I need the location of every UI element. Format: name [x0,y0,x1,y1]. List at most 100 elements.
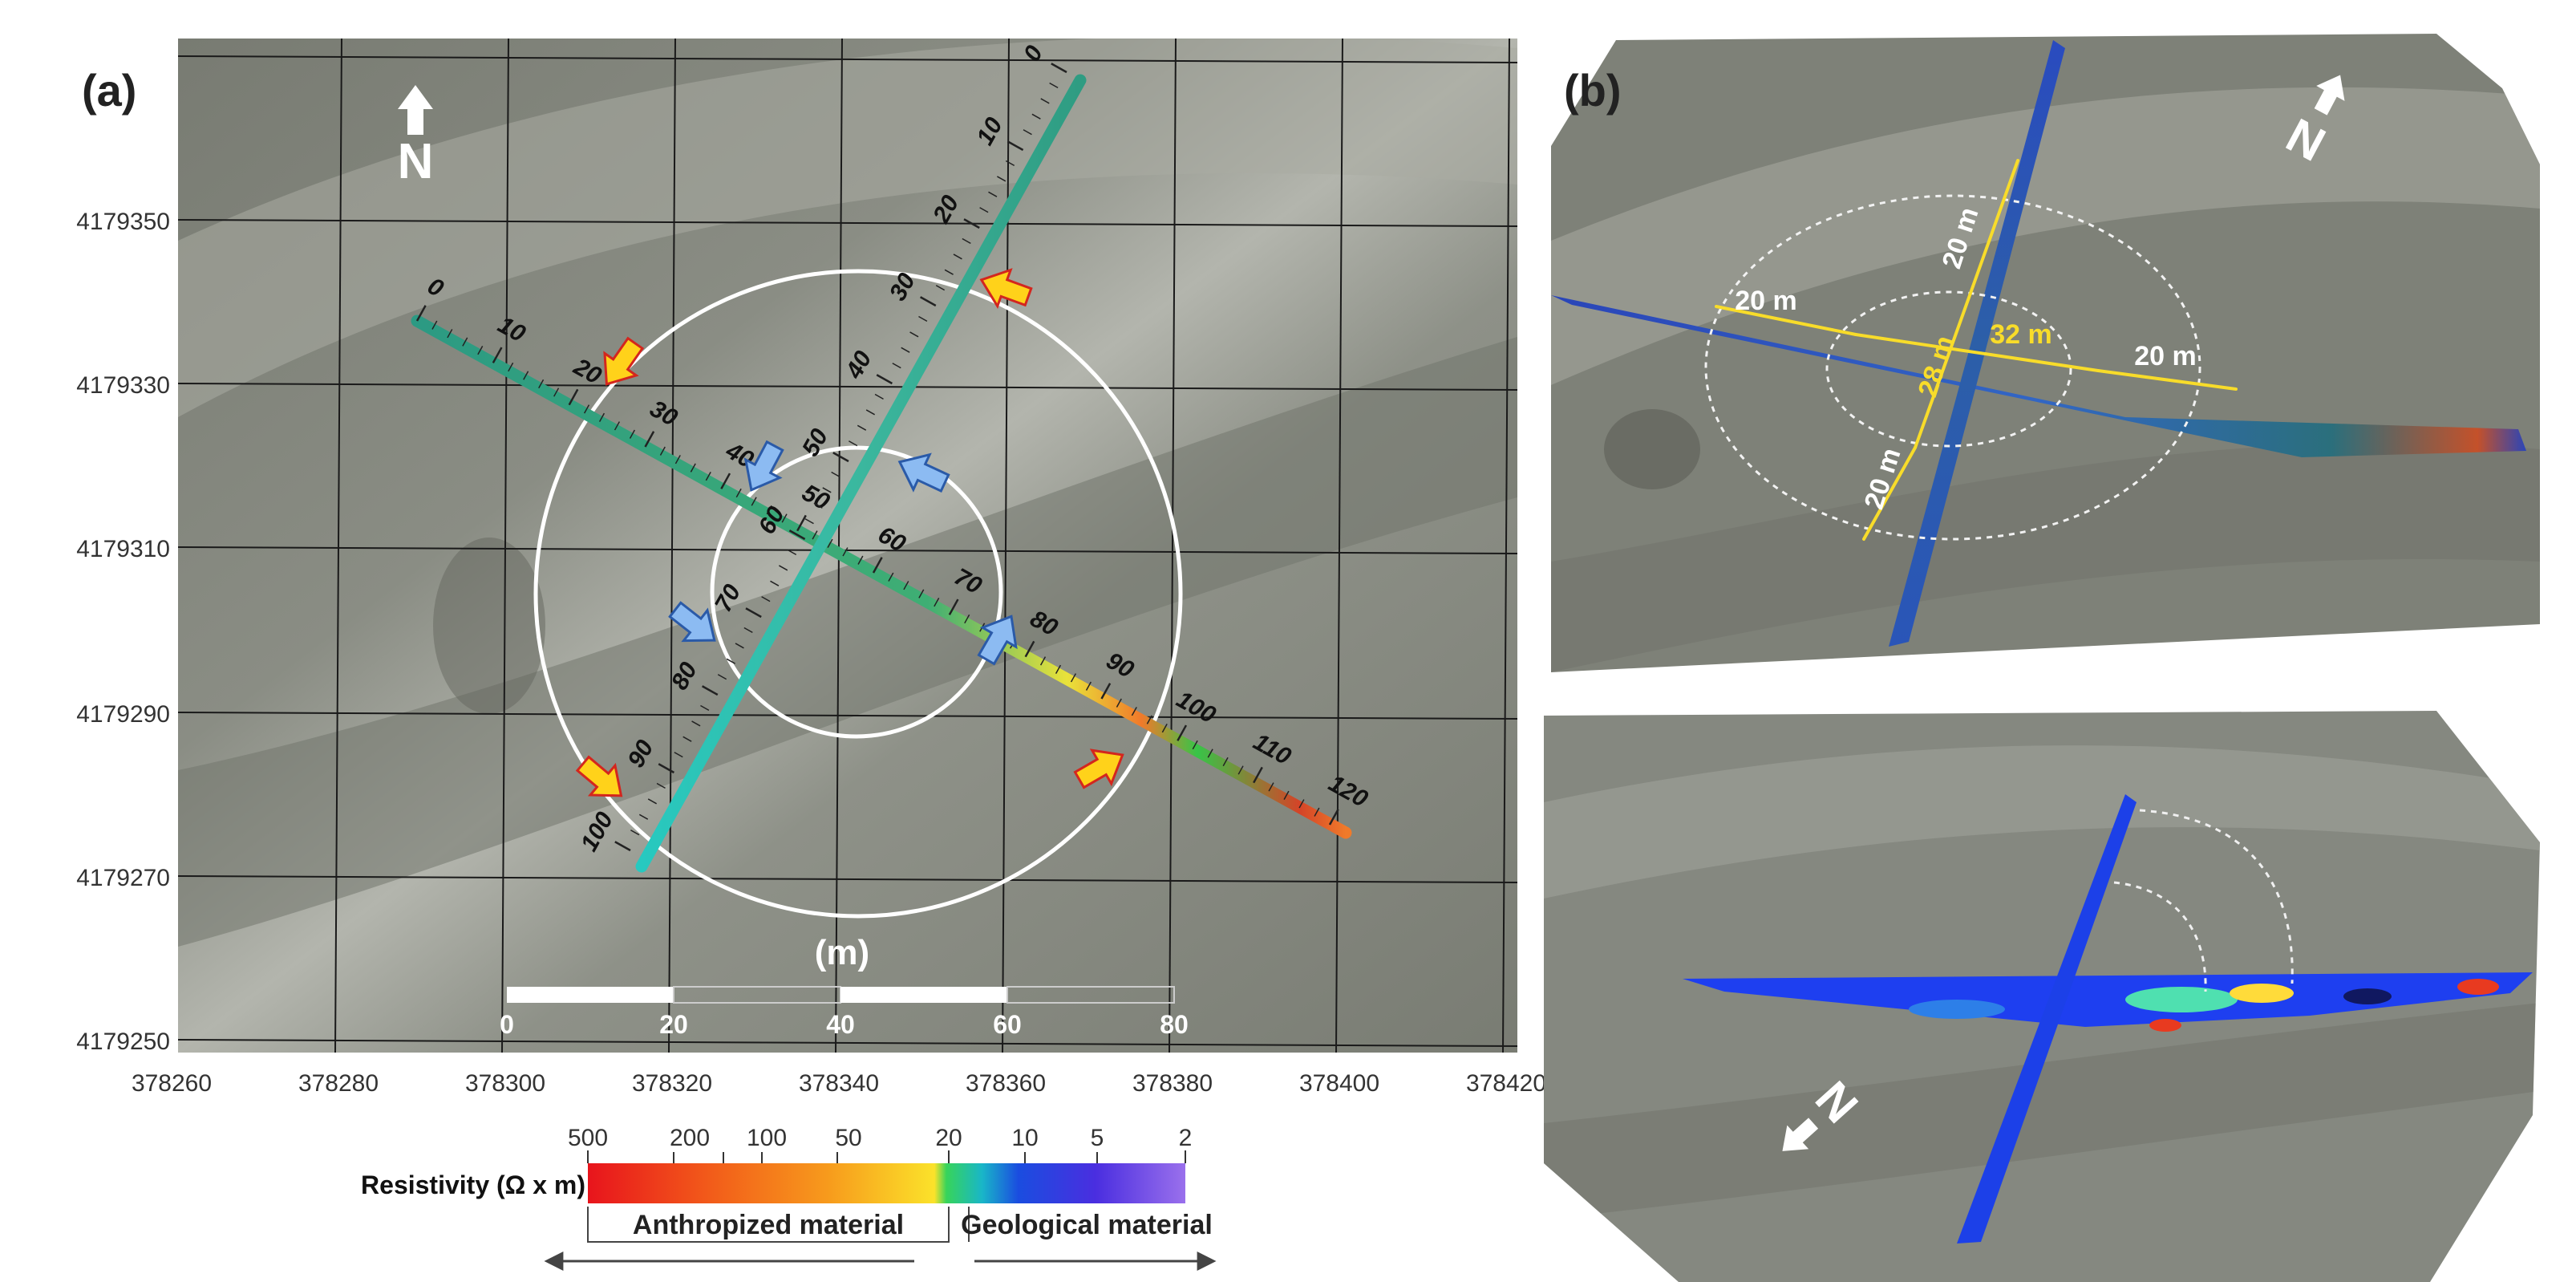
profile-tick [1177,724,1188,741]
profile-tick [1222,757,1229,767]
profile-tick [477,345,484,355]
profile-tick [743,627,753,634]
arrow-icon [977,615,1018,666]
profile-tick [690,463,696,473]
profile-tick [568,388,579,406]
north-arrow-icon [1782,1118,1819,1151]
profile-tick [1146,715,1152,724]
profile-tick [1024,640,1035,658]
y-tick-label: 4179330 [76,372,170,399]
profile-tick [831,471,840,478]
profile-tick [804,518,814,525]
north-arrow-a: N [398,85,434,189]
profile-tick [658,763,675,774]
profile-tick [948,598,959,615]
profile-tick [766,505,772,515]
profile-tick [492,347,503,363]
profile-tick [988,191,998,197]
profile-tick [901,347,910,353]
profile-tick [962,237,971,245]
y-tick-label: 4179310 [76,536,170,562]
profile-tick [1283,790,1290,800]
inner-circle-b [1825,290,2072,448]
y-tick-label: 4179270 [76,865,170,891]
dimension-label: 20 m [1735,286,1797,316]
profile-tick [857,424,867,431]
scale-label: 0 [500,1010,514,1039]
north-label-a: N [398,134,434,189]
profile-tick [892,363,901,369]
profile-tick [827,538,833,548]
profile-tick [659,446,666,456]
profile-tick [903,581,909,590]
geological-label: Geological material [961,1210,1213,1240]
dashed-arc-inner [2113,881,2207,992]
profile-tick [1085,681,1092,691]
anthropized-label: Anthropized material [633,1210,904,1240]
profile-tick [583,404,590,414]
profile-tick [781,513,788,523]
profile-tick [876,374,893,385]
profile-tick [1131,707,1137,716]
profile-tick [963,218,980,229]
arrow-icon [668,601,716,643]
profile-tick [614,421,621,431]
profile-tick [717,674,727,680]
profile-tick [788,529,806,541]
legend-tick: 5 [1091,1125,1104,1151]
profile-tick [1298,799,1305,809]
y-axis-ticks: 4179350 4179330 4179310 4179290 4179270 … [76,209,170,1055]
profile-tick [1237,765,1244,775]
profile-tick [935,285,946,291]
profile-tick [598,412,606,422]
legend-tick: 500 [568,1125,608,1151]
profile-tick [1161,723,1168,733]
panel-b-3d-view: 20 m 20 m 32 m 20 m 28 m 20 m (b) N [1551,34,2540,672]
x-tick-label: 378360 [966,1070,1046,1097]
scale-unit: (m) [815,933,869,972]
profile-tick [1039,656,1047,666]
profile-tick [779,565,788,571]
profile-tick [1055,664,1062,674]
arrow-icon [575,755,623,797]
terrain-bands-a [178,39,1517,947]
profile-tick [822,487,832,493]
profile-tick [1253,766,1263,784]
profile-tick [1049,82,1059,89]
panel-label-b: (b) [1564,65,1622,116]
x-axis-ticks: 378260 378280 378300 378320 378340 37836… [132,1070,1546,1097]
profile-tick [964,614,970,624]
profile-tick [1023,129,1032,136]
outer-circle-b [1704,194,2201,541]
profile-tick [630,830,640,836]
profile-tick [1328,809,1339,826]
x-tick-label: 378280 [298,1070,379,1097]
arrow-icon [743,440,784,492]
profile-tick [735,488,742,498]
profile-tick [447,329,453,339]
x-tick-label: 378340 [799,1070,879,1097]
dimension-lines [1715,159,2238,541]
profile-tick [920,296,937,307]
profile-tick [1268,782,1274,792]
outer-circle-a [533,269,1183,919]
profile-tick [796,514,807,532]
legend-tick: 200 [670,1125,710,1151]
dimension-label: 32 m [1990,319,2052,350]
profile-tick [538,379,545,389]
profile-tick [1070,673,1077,683]
profile-tick [812,530,818,540]
profile-tick [647,798,658,805]
profile-tick [865,409,876,416]
profile-tick [720,473,731,489]
profile-tick [918,589,925,598]
legend-title: Resistivity (Ω x m) [361,1170,585,1199]
profile-tick [682,736,692,742]
panel-c-3d-view: N [1544,711,2540,1282]
profile-tick [761,596,771,602]
profile-tick [1116,698,1122,708]
profile-tick [415,305,427,322]
anthropized-bracket: Anthropized material [544,1207,950,1271]
profile-tick [832,452,849,463]
